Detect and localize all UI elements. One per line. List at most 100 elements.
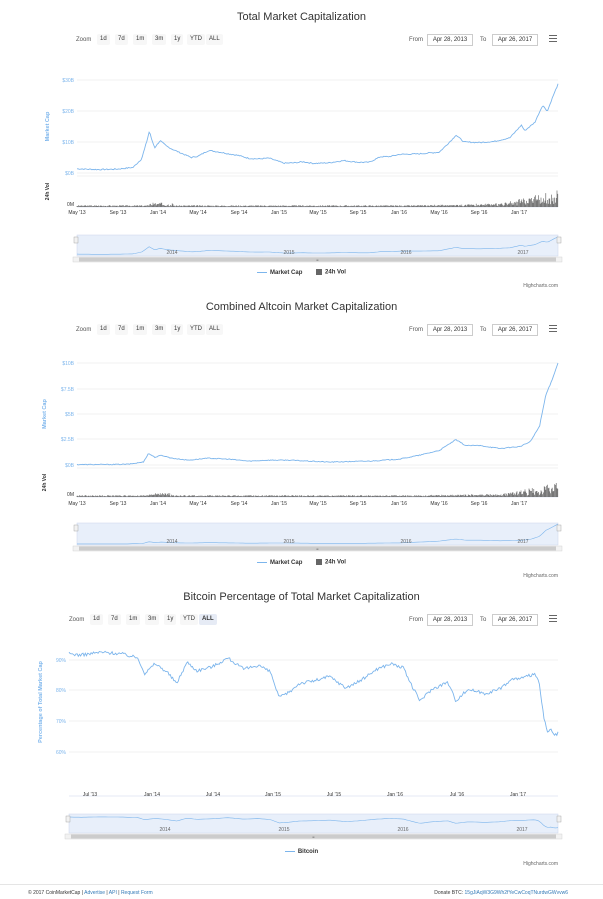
copyright-text: © 2017 CoinMarketCap | [28,890,84,896]
total-market-cap-chart: Total Market Capitalization Zoom 1d 7d 1… [0,0,603,290]
scrollbar-grip-icon: ≡ [316,546,319,551]
navigator-series [77,523,559,545]
x-tick-label: Sep '14 [231,501,248,507]
x-tick-label: Sep '15 [350,210,367,216]
menu-icon[interactable] [549,325,557,333]
from-date-input[interactable] [427,614,473,626]
donate-address-link[interactable]: 15gJiAqW3G9Wh2fYeCwCoqTNurdwGWvvw6 [464,890,568,896]
x-tick-label: Jan '15 [271,501,287,507]
zoom-1m-button[interactable]: 1m [133,324,148,335]
zoom-1d-button[interactable]: 1d [97,324,110,335]
zoom-1y-button[interactable]: 1y [171,34,184,45]
credits-link[interactable]: Highcharts.com [523,573,558,579]
y2-tick-label: 0M [67,492,74,498]
zoom-1d-button[interactable]: 1d [90,614,103,625]
zoom-3m-button[interactable]: 3m [145,614,160,625]
zoom-1m-button[interactable]: 1m [126,614,141,625]
zoom-7d-button[interactable]: 7d [115,34,128,45]
zoom-1y-button[interactable]: 1y [164,614,177,625]
navigator-right-handle [556,815,562,823]
legend: Market Cap 24h Vol [0,559,603,566]
line-marker-icon [257,561,268,563]
from-label: From [409,617,423,623]
scrollbar-grip-icon: ≡ [316,257,319,262]
legend-item-24h-vol[interactable]: 24h Vol [316,559,346,566]
series-line-market-cap [76,362,559,466]
zoom-all-button[interactable]: ALL [206,324,223,335]
navigator-year-label: 2016 [400,250,411,256]
x-tick-label: Sep '13 [110,501,127,507]
zoom-3m-button[interactable]: 3m [152,34,167,45]
from-date-input[interactable] [427,34,473,46]
to-date-input[interactable] [492,614,538,626]
menu-icon[interactable] [549,35,557,43]
legend-item-market-cap[interactable]: Market Cap [257,270,302,276]
zoom-ytd-button[interactable]: YTD [180,614,198,625]
y-tick-label: $20B [62,109,74,115]
scrollbar-thumb [79,546,556,551]
zoom-3m-button[interactable]: 3m [152,324,167,335]
zoom-ytd-button[interactable]: YTD [187,34,205,45]
footer-divider [0,884,603,885]
from-date-input[interactable] [427,324,473,336]
bitcoin-percentage-chart: Bitcoin Percentage of Total Market Capit… [0,580,603,870]
x-tick-label: Jul '14 [206,792,221,798]
navigator-mask [76,522,559,546]
credits-link[interactable]: Highcharts.com [523,861,558,867]
series-line-bitcoin [68,650,559,737]
to-date-input[interactable] [492,324,538,336]
zoom-1y-button[interactable]: 1y [171,324,184,335]
donate-label: Donate BTC: [434,890,464,896]
zoom-7d-button[interactable]: 7d [108,614,121,625]
x-tick-label: May '15 [309,210,327,216]
donate: Donate BTC: 15gJiAqW3G9Wh2fYeCwCoqTNurdw… [434,890,568,896]
navigator-left-handle [73,236,79,244]
navigator-year-label: 2017 [517,539,528,545]
to-date-input[interactable] [492,34,538,46]
range-toolbar: Zoom 1d 7d 1m 3m 1y YTD ALL From To [0,324,603,338]
x-tick-label: May '14 [189,501,207,507]
credits-link[interactable]: Highcharts.com [523,283,558,289]
y-tick-label: $0B [65,463,75,469]
legend-item-bitcoin[interactable]: Bitcoin [284,849,318,855]
x-tick-label: May '16 [430,501,448,507]
navigator-year-label: 2017 [516,827,527,833]
range-toolbar: Zoom 1d 7d 1m 3m 1y YTD ALL From To [0,614,603,628]
zoom-7d-button[interactable]: 7d [115,324,128,335]
scrollbar-grip-icon: ≡ [312,834,315,839]
zoom-1m-button[interactable]: 1m [133,34,148,45]
navigator-year-label: 2015 [283,250,294,256]
x-tick-label: Jan '15 [265,792,281,798]
scrollbar-thumb [71,834,556,839]
zoom-all-button[interactable]: ALL [199,614,217,625]
advertise-link[interactable]: Advertise [84,890,105,896]
x-tick-label: Jan '17 [511,210,527,216]
navigator-year-label: 2014 [159,827,170,833]
x-tick-label: Jan '16 [391,210,407,216]
box-marker-icon [316,559,323,565]
y-tick-label: $10B [62,140,74,146]
to-label: To [480,327,487,333]
zoom-ytd-button[interactable]: YTD [187,324,205,335]
x-tick-label: Jan '17 [510,792,526,798]
x-tick-label: May '13 [68,210,86,216]
request-form-link[interactable]: Request Form [120,890,153,896]
x-tick-label: Jan '14 [150,210,166,216]
navigator-left-handle [73,524,79,532]
navigator-year-label: 2015 [283,539,294,545]
x-tick-label: May '13 [68,501,86,507]
menu-icon[interactable] [549,615,557,623]
y-tick-label: 90% [56,658,67,664]
chart-title: Combined Altcoin Market Capitalization [205,301,398,313]
x-tick-label: Jan '16 [387,792,403,798]
altcoin-market-cap-plot: $10B $7.5B $5B $2.5B $0B Market Cap 24h Vol 0M M… [42,361,563,551]
navigator-series [76,236,559,255]
legend-item-market-cap[interactable]: Market Cap [257,560,302,566]
zoom-1d-button[interactable]: 1d [97,34,110,45]
y-axis-title: Percentage of Total Market Cap [38,660,44,742]
zoom-all-button[interactable]: ALL [206,34,223,45]
y-tick-label: 70% [56,719,67,725]
altcoin-market-cap-chart: Combined Altcoin Market Capitalization Z… [0,290,603,580]
legend-item-24h-vol[interactable]: 24h Vol [316,269,346,276]
api-link[interactable]: API [108,890,117,896]
